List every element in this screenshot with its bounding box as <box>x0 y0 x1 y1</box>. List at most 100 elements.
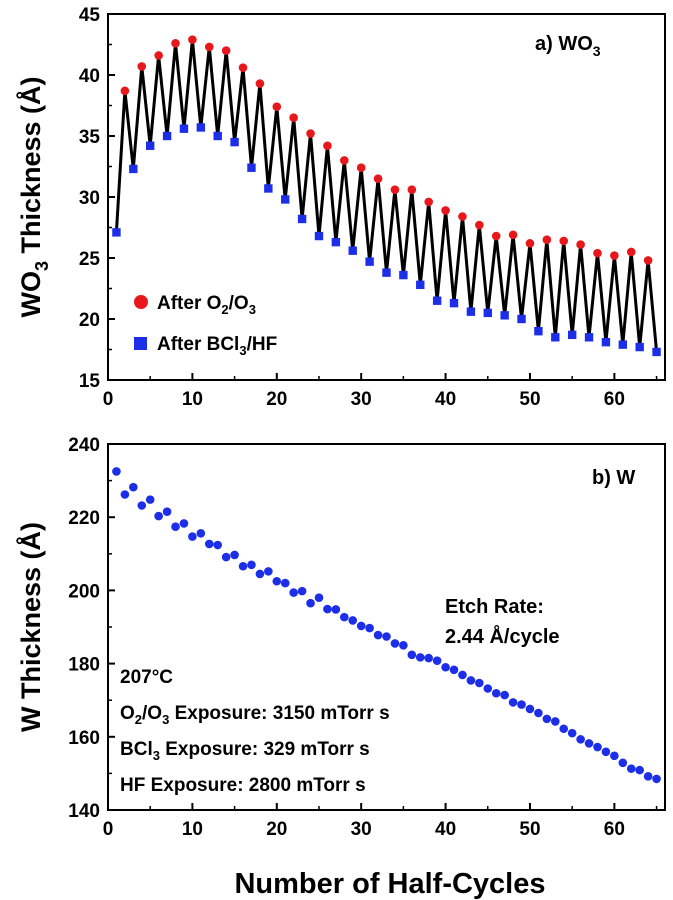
after-bcl3-hf-point <box>483 308 492 318</box>
w-thickness-point <box>449 665 459 675</box>
after-o2-o3-point <box>238 63 248 72</box>
after-bcl3-hf-point <box>112 228 121 237</box>
panel-a-x-tick-label: 40 <box>435 389 456 410</box>
after-bcl3-hf-point <box>635 342 644 352</box>
w-thickness-point <box>247 560 256 570</box>
w-thickness-point <box>466 676 476 685</box>
panel-b-y-tick-label: 140 <box>68 801 100 822</box>
w-thickness-point <box>626 764 636 773</box>
w-thickness-point <box>340 612 349 622</box>
w-thickness-point <box>280 578 290 588</box>
w-thickness-point <box>323 604 332 614</box>
w-thickness-point <box>475 678 484 688</box>
panel-b-label: b) W <box>592 467 635 489</box>
w-thickness-point <box>483 684 493 693</box>
panel-b-x-tick-label: 30 <box>351 819 372 840</box>
after-bcl3-hf-point <box>314 231 324 241</box>
w-thickness-point <box>542 714 552 724</box>
after-o2-o3-point <box>525 239 535 248</box>
after-o2-o3-point <box>643 256 653 265</box>
panel-a-x-tick-label: 0 <box>103 389 114 410</box>
w-thickness-point <box>424 653 433 663</box>
panel-b-y-tick-label: 240 <box>68 435 100 456</box>
panel-a-plot-area <box>112 35 661 357</box>
w-thickness-point <box>171 522 180 532</box>
w-thickness-point <box>500 690 509 700</box>
after-o2-o3-point <box>610 251 619 260</box>
w-thickness-point <box>196 529 206 538</box>
after-bcl3-hf-point <box>145 141 155 150</box>
w-thickness-point <box>289 588 298 597</box>
after-o2-o3-point <box>356 163 366 173</box>
panel-b-x-tick-label: 10 <box>182 819 203 840</box>
w-thickness-point <box>610 751 619 761</box>
after-o2-o3-point <box>424 197 433 207</box>
after-bcl3-hf-point <box>162 131 172 141</box>
w-thickness-point <box>441 662 450 672</box>
panel-b-x-ticks: 0 10 20 30 40 50 60 <box>103 803 658 840</box>
after-o2-o3-point <box>272 102 282 112</box>
panel-a-y-tick-label: 45 <box>79 5 101 26</box>
w-thickness-point <box>120 490 130 499</box>
after-bcl3-hf-point <box>196 123 206 132</box>
w-thickness-point <box>154 511 163 521</box>
w-thickness-point <box>162 507 172 517</box>
w-thickness-point <box>221 552 231 562</box>
w-thickness-point <box>559 724 569 734</box>
after-bcl3-hf-point <box>213 131 222 141</box>
after-bcl3-hf-point <box>129 164 138 174</box>
w-thickness-point <box>373 630 383 640</box>
w-thickness-point <box>618 758 628 768</box>
after-o2-o3-point <box>508 230 518 240</box>
panel-b-y-ticks: 140 160 180 200 220 240 <box>68 435 115 822</box>
legend-red-circle-marker <box>134 295 148 309</box>
w-thickness-point <box>188 532 197 541</box>
w-thickness-point <box>314 593 324 603</box>
after-o2-o3-point <box>204 42 214 52</box>
after-o2-o3-point <box>154 51 163 60</box>
w-thickness-point <box>112 467 121 476</box>
after-o2-o3-point <box>559 236 569 246</box>
w-thickness-point <box>331 605 341 614</box>
after-o2-o3-point <box>626 247 636 257</box>
after-bcl3-hf-point <box>382 268 391 277</box>
panel-b-y-tick-label: 200 <box>68 581 100 602</box>
o2o3-exposure-note: O2/O3 Exposure: 3150 mTorr s <box>120 703 390 727</box>
legend-after-o2-o3: After O2/O3 <box>157 293 256 317</box>
w-thickness-point <box>508 698 518 707</box>
w-thickness-point <box>584 739 594 748</box>
after-o2-o3-point <box>137 62 147 71</box>
after-o2-o3-point <box>407 185 417 194</box>
panel-b-y-tick-label: 180 <box>68 655 100 676</box>
after-bcl3-hf-point <box>297 214 307 224</box>
w-thickness-point <box>458 670 467 680</box>
panel-a-y-tick-label: 35 <box>79 127 101 148</box>
panel-a-legend: After O2/O3 After BCl3/HF <box>134 293 277 358</box>
panel-a-y-axis-label: WO3 Thickness (Å) <box>15 76 52 317</box>
panel-b-y-axis-label: W Thickness (Å) <box>15 522 46 732</box>
panel-a-y-tick-label: 30 <box>79 188 100 209</box>
panel-a-frame <box>107 13 666 381</box>
after-bcl3-hf-point <box>449 298 459 308</box>
w-thickness-point <box>204 539 214 549</box>
after-bcl3-hf-point <box>179 124 189 133</box>
w-thickness-point <box>534 708 543 718</box>
w-thickness-point <box>415 653 425 662</box>
w-thickness-point <box>238 561 248 571</box>
w-thickness-point <box>652 774 661 784</box>
panel-b-plot-area <box>112 467 661 784</box>
panel-b-x-tick-label: 20 <box>266 819 287 840</box>
after-bcl3-hf-point <box>652 347 661 357</box>
after-o2-o3-point <box>373 174 383 183</box>
x-axis-label: Number of Half-Cycles <box>234 868 545 900</box>
after-bcl3-hf-point <box>348 246 357 255</box>
after-o2-o3-point <box>289 113 298 122</box>
after-o2-o3-point <box>390 185 400 194</box>
legend-blue-square-marker <box>134 337 147 350</box>
after-bcl3-hf-point <box>534 327 543 336</box>
after-bcl3-hf-point <box>567 330 577 340</box>
panel-a-y-tick-label: 20 <box>79 310 100 331</box>
panel-a-x-ticks: 0 10 20 30 40 50 60 <box>103 373 658 410</box>
after-bcl3-hf-point <box>466 307 476 316</box>
w-thickness-point <box>297 586 307 596</box>
